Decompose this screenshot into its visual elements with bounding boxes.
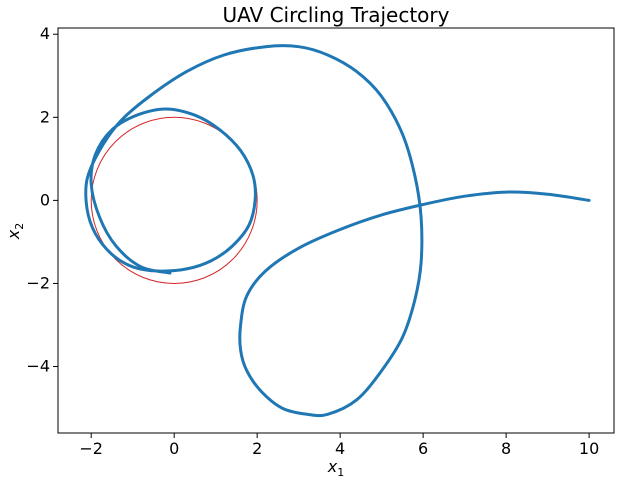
y-axis-ticks: −4 −2 0 2 4 [26, 24, 58, 376]
x-tick-label: 6 [418, 439, 428, 458]
x-tick-label: −2 [79, 439, 103, 458]
x-tick-label: 2 [252, 439, 262, 458]
y-tick-label: −2 [26, 273, 50, 292]
x-axis-ticks: −2 0 2 4 6 8 10 [79, 433, 599, 458]
x-axis-label: x1 [327, 457, 344, 479]
y-axis-label-sub: 2 [13, 223, 26, 230]
y-tick-label: 2 [40, 107, 50, 126]
x-axis-label-base: x [327, 457, 338, 476]
x-tick-label: 8 [501, 439, 511, 458]
plot-area [84, 44, 591, 418]
y-tick-label: 0 [40, 190, 50, 209]
plot-frame [57, 27, 615, 434]
x-axis-label-sub: 1 [337, 466, 344, 479]
reference-circle [90, 116, 258, 284]
trajectory-line [84, 44, 591, 418]
x-tick-label: 4 [335, 439, 345, 458]
x-tick-label: 0 [169, 439, 179, 458]
y-axis-label: x2 [4, 223, 26, 240]
y-tick-label: 4 [40, 24, 50, 43]
y-tick-label: −4 [26, 357, 50, 376]
chart-title: UAV Circling Trajectory [223, 3, 450, 27]
x-tick-label: 10 [579, 439, 599, 458]
y-axis-label-base: x [4, 229, 23, 240]
